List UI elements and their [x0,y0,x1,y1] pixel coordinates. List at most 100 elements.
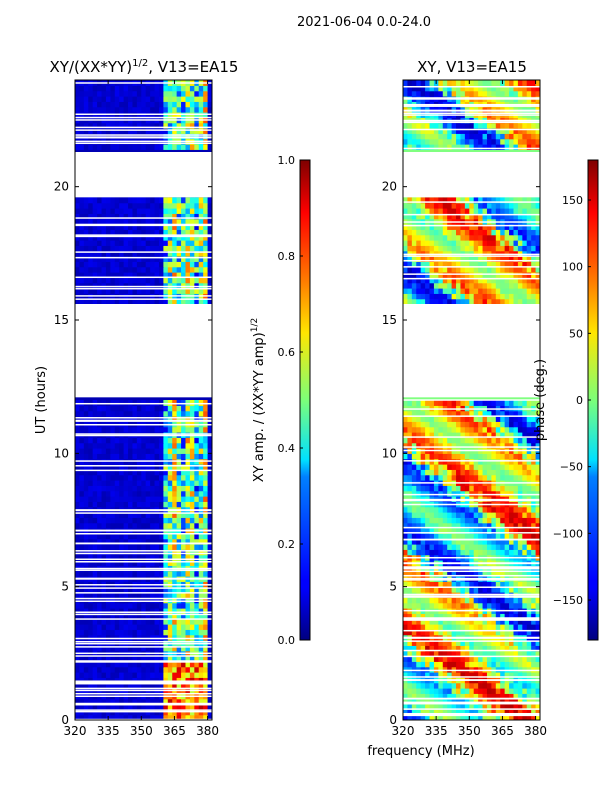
heatmap-cell [185,602,191,609]
heatmap-cell [101,298,107,305]
heatmap-cell [531,656,537,662]
heatmap-cell [158,522,164,529]
heatmap-cell [150,437,156,444]
heatmap-cell [451,432,457,438]
heatmap-cell [150,634,156,641]
heatmap-cell [189,133,195,140]
heatmap-cell [128,437,134,444]
heatmap-cell [172,261,178,268]
heatmap-cell [531,682,537,689]
heatmap-cell [97,448,103,454]
heatmap-cell [420,597,426,604]
heatmap-cell [517,570,523,577]
heatmap-cell [176,485,182,492]
heatmap-cell [535,400,540,406]
heatmap-cell [478,528,484,534]
heatmap-cell [531,544,537,550]
heatmap-cell [128,208,134,214]
heatmap-cell [500,704,506,710]
heatmap-cell [451,293,457,300]
heatmap-cell [203,496,209,502]
heatmap-cell [88,666,94,673]
heatmap-cell [207,490,212,497]
heatmap-cell [101,442,107,449]
y-tick-label: 15 [54,313,69,327]
heatmap-cell [150,469,156,476]
heatmap-cell [185,101,191,108]
heatmap-cell [442,442,448,449]
heatmap-cell [158,101,164,108]
heatmap-cell [83,533,89,540]
heatmap-cell [486,709,492,716]
heatmap-cell [185,554,191,561]
heatmap-cell [92,485,98,492]
heatmap-cell [101,405,107,412]
heatmap-cell [464,645,470,652]
heatmap-cell [158,533,164,540]
heatmap-cell [473,538,479,545]
heatmap-cell [158,144,164,150]
heatmap-cell [145,240,151,246]
heatmap-cell [141,298,147,305]
heatmap-cell [114,405,120,412]
heatmap-cell [491,650,497,657]
heatmap-cell [154,656,160,662]
heatmap-cell [101,448,107,454]
heatmap-cell [403,693,409,700]
heatmap-cell [119,288,125,294]
heatmap-cell [407,613,413,620]
heatmap-cell [110,549,116,556]
heatmap-cell [425,666,431,673]
heatmap-cell [88,496,94,502]
heatmap-cell [442,426,448,433]
heatmap-cell [522,474,528,481]
heatmap-cell [167,85,173,92]
heatmap-cell [447,464,453,470]
heatmap-cell [194,714,200,720]
heatmap-cell [128,405,134,412]
heatmap-cell [181,197,187,204]
heatmap-cell [203,202,209,209]
flagged-row [75,660,212,662]
heatmap-cell [513,410,519,417]
figure-suptitle: 2021-06-04 0.0-24.0 [297,15,431,30]
heatmap-cell [79,229,85,236]
heatmap-cell [469,453,475,460]
heatmap-cell [469,693,475,700]
heatmap-cell [176,549,182,556]
heatmap-cell [198,218,204,225]
heatmap-cell [194,522,200,529]
heatmap-cell [79,656,85,662]
heatmap-cell [167,629,173,636]
heatmap-cell [509,298,515,305]
heatmap-cell [451,522,457,529]
heatmap-cell [194,608,200,614]
heatmap-cell [123,618,129,625]
flagged-row [75,558,212,561]
heatmap-cell [411,704,417,710]
flagged-row [75,655,212,657]
colorbar-tick-label: 0.8 [278,250,296,263]
heatmap-cell [181,229,187,236]
heatmap-cell [114,277,120,284]
heatmap-cell [163,224,169,230]
heatmap-cell [114,469,120,476]
heatmap-cell [513,421,519,428]
heatmap-cell [114,714,120,720]
heatmap-cell [101,501,107,508]
flagged-row [75,129,212,131]
heatmap-cell [185,618,191,625]
heatmap-cell [509,426,515,433]
heatmap-cell [185,677,191,684]
heatmap-cell [83,266,89,273]
heatmap-cell [464,693,470,700]
heatmap-cell [172,208,178,214]
heatmap-cell [517,533,523,540]
heatmap-cell [172,698,178,705]
heatmap-cell [105,522,111,529]
heatmap-cell [198,282,204,289]
heatmap-cell [150,144,156,150]
heatmap-cell [110,570,116,577]
heatmap-cell [145,704,151,710]
heatmap-cell [531,421,537,428]
